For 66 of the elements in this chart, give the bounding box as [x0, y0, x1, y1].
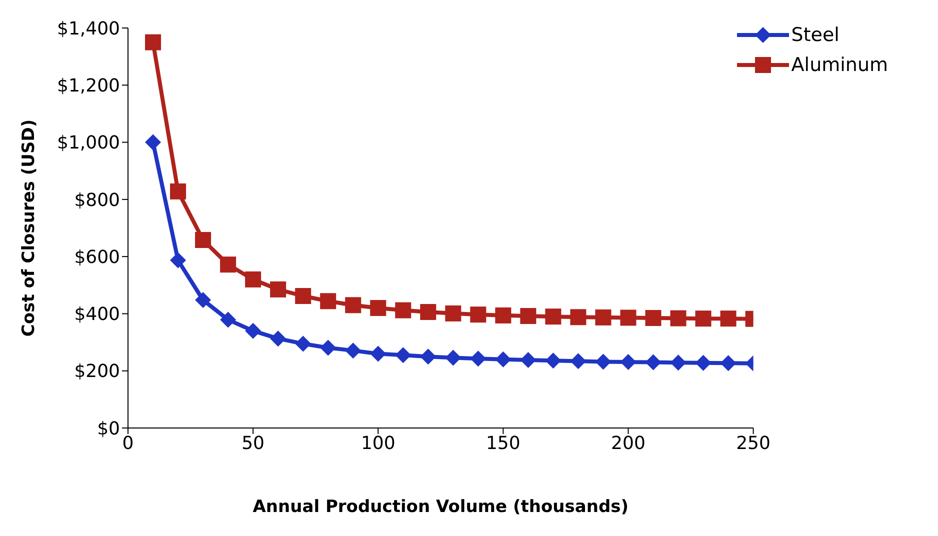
point	[445, 305, 462, 322]
point	[345, 342, 362, 359]
point	[170, 183, 186, 200]
y-tick-label: $0	[97, 418, 120, 440]
x-axis-title: Annual Production Volume (thousands)	[252, 497, 629, 518]
point	[295, 336, 312, 352]
point	[570, 309, 586, 326]
x-tick-label: 150	[486, 432, 520, 454]
point	[545, 308, 562, 325]
x-tick-label: 250	[736, 432, 770, 454]
point	[420, 304, 436, 320]
point	[270, 281, 286, 298]
point	[520, 352, 536, 368]
point	[195, 292, 212, 308]
point	[145, 134, 162, 150]
point	[395, 347, 412, 364]
point	[495, 307, 512, 324]
x-tick-label: 50	[242, 432, 265, 454]
x-tick-label: 0	[122, 432, 134, 454]
point	[145, 34, 162, 50]
point	[645, 310, 662, 326]
point	[245, 322, 262, 339]
point	[470, 306, 486, 323]
legend-label: Steel	[791, 24, 840, 46]
point	[545, 352, 562, 369]
point	[445, 350, 462, 366]
point	[645, 354, 662, 370]
point	[620, 310, 636, 326]
point	[720, 355, 736, 372]
point	[245, 271, 262, 288]
point	[570, 353, 586, 370]
point	[695, 310, 712, 327]
point	[520, 308, 536, 324]
point	[370, 346, 386, 362]
x-tick-label: 200	[611, 432, 646, 454]
point	[270, 330, 286, 347]
point	[670, 310, 686, 326]
y-tick-label: $400	[74, 304, 120, 326]
point	[195, 232, 212, 248]
y-tick-label: $1,400	[57, 18, 120, 40]
point	[320, 293, 336, 310]
y-tick-label: $200	[74, 361, 120, 382]
point	[295, 288, 312, 304]
point	[370, 300, 386, 316]
point	[220, 312, 236, 328]
point	[670, 354, 686, 371]
y-axis-title: Cost of Closures (USD)	[19, 119, 40, 337]
point	[470, 350, 486, 367]
point	[420, 348, 436, 365]
point	[395, 302, 412, 318]
point	[170, 252, 186, 268]
point	[220, 256, 236, 273]
point	[495, 351, 512, 368]
point	[345, 297, 362, 314]
y-tick-label: $1,200	[57, 76, 120, 97]
x-tick-label: 100	[360, 432, 396, 454]
point	[595, 309, 612, 326]
point	[720, 310, 736, 327]
legend-label: Aluminum	[791, 54, 888, 76]
y-tick-label: $600	[74, 246, 120, 268]
point	[695, 354, 712, 371]
y-tick-label: $800	[74, 190, 120, 211]
point	[595, 354, 612, 370]
point	[320, 340, 336, 356]
point	[620, 354, 636, 370]
y-tick-label: $1,000	[57, 132, 120, 154]
